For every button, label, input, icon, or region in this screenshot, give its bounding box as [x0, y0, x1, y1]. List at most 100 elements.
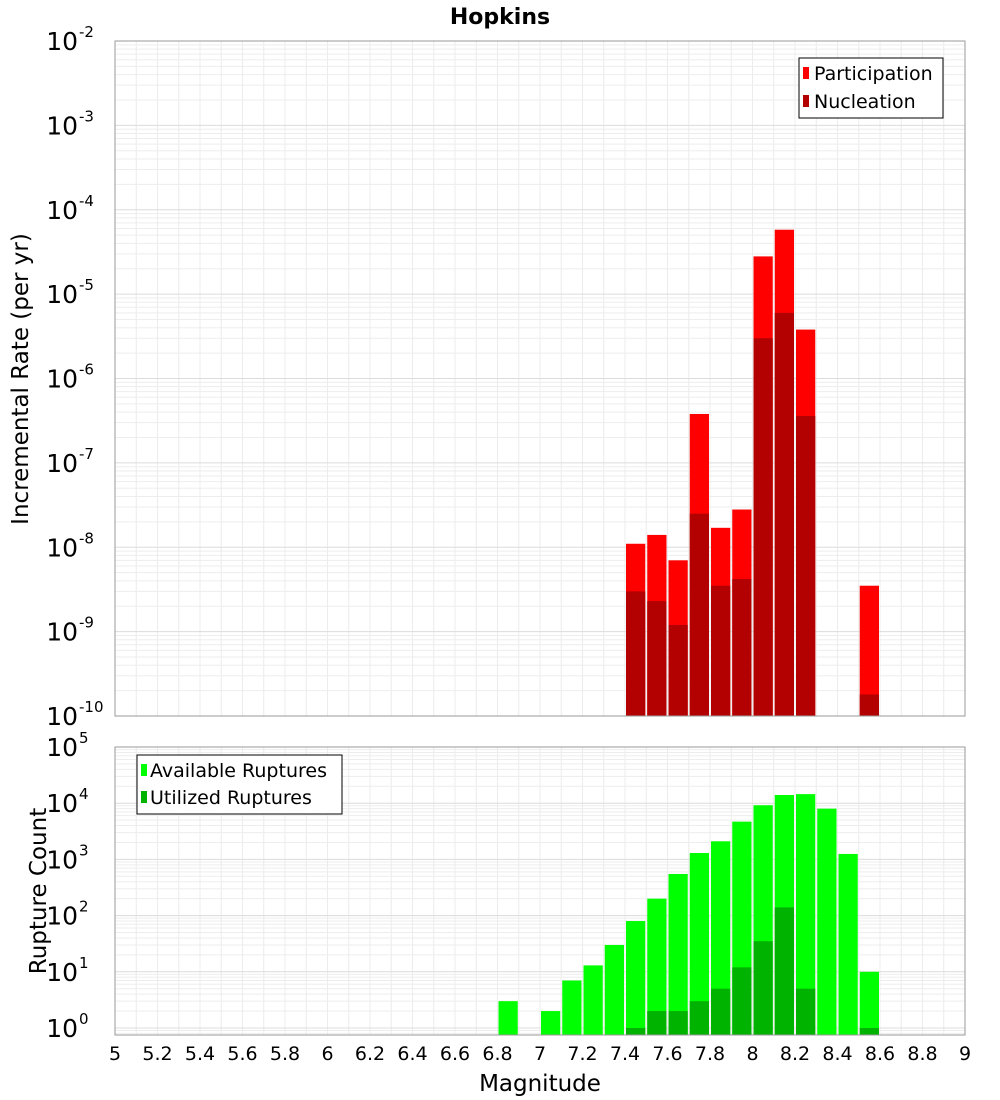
- count-available-ruptures-bar: [859, 971, 879, 1035]
- count-bars: [498, 794, 879, 1035]
- count-y-axis-title: Rupture Count: [26, 808, 52, 974]
- y-tick-label: 10 3: [46, 841, 88, 874]
- x-tick-label: 8.8: [907, 1043, 937, 1065]
- count-available-ruptures-bar: [838, 853, 858, 1035]
- x-tick-label: 5.6: [227, 1043, 257, 1065]
- y-tick-base: 10: [46, 902, 78, 931]
- rate-bars: [626, 229, 879, 717]
- rate-nucleation-bar: [711, 585, 731, 716]
- y-tick-exponent: -3: [79, 107, 94, 125]
- rate-nucleation-bar: [668, 624, 688, 716]
- participation-legend-label: Participation: [814, 63, 933, 85]
- rate-gridlines: [114, 41, 966, 717]
- x-tick-label: 5: [109, 1043, 121, 1065]
- count-utilized-ruptures-bar: [626, 1027, 646, 1035]
- utilized-legend-swatch: [141, 791, 147, 803]
- count-plot-frame: [114, 746, 966, 1036]
- y-tick-exponent: -5: [79, 276, 94, 294]
- y-tick-exponent: 5: [79, 729, 89, 747]
- x-tick-label: 5.2: [142, 1043, 172, 1065]
- y-tick-base: 10: [46, 533, 78, 562]
- x-tick-label: 7.8: [695, 1043, 725, 1065]
- rate-nucleation-bar: [796, 415, 816, 716]
- count-utilized-ruptures-bar: [647, 1011, 667, 1035]
- y-tick-exponent: -6: [79, 361, 94, 379]
- x-tick-label: 5.8: [270, 1043, 300, 1065]
- y-tick-label: 10 2: [46, 898, 88, 931]
- x-tick-label: 7.2: [567, 1043, 597, 1065]
- y-tick-exponent: -7: [79, 445, 94, 463]
- count-available-ruptures-bar: [604, 944, 624, 1035]
- count-available-ruptures-bar: [562, 980, 582, 1035]
- x-tick-label: 5.4: [185, 1043, 215, 1065]
- count-utilized-ruptures-bar: [796, 988, 816, 1035]
- y-tick-base: 10: [46, 733, 78, 762]
- y-tick-base: 10: [46, 845, 78, 874]
- y-tick-exponent: -2: [79, 23, 94, 41]
- y-tick-label: 10 -6: [46, 361, 94, 394]
- x-tick-label: 7: [534, 1043, 546, 1065]
- y-tick-base: 10: [46, 196, 78, 225]
- y-tick-exponent: -4: [79, 192, 94, 210]
- y-tick-base: 10: [46, 618, 78, 647]
- y-tick-exponent: -8: [79, 529, 94, 547]
- nucleation-legend-label: Nucleation: [814, 91, 916, 113]
- y-tick-label: 10 -7: [46, 445, 94, 478]
- rate-nucleation-bar: [859, 694, 879, 716]
- count-available-ruptures-bar: [817, 808, 837, 1035]
- y-tick-exponent: 1: [79, 954, 89, 972]
- x-tick-label: 6.8: [482, 1043, 512, 1065]
- y-tick-label: 10 -3: [46, 107, 94, 140]
- rate-nucleation-bar: [732, 579, 752, 716]
- y-tick-exponent: -9: [79, 614, 94, 632]
- y-tick-label: 10 -5: [46, 276, 94, 309]
- x-tick-label: 6.2: [355, 1043, 385, 1065]
- y-tick-base: 10: [46, 702, 78, 731]
- x-axis-title: Magnitude: [479, 1071, 601, 1097]
- y-tick-base: 10: [46, 111, 78, 140]
- x-tick-label: 8: [746, 1043, 758, 1065]
- rate-y-axis-title: Incremental Rate (per yr): [8, 233, 34, 525]
- count-available-ruptures-bar: [541, 1011, 561, 1035]
- y-tick-label: 10 -4: [46, 192, 94, 225]
- count-legend-box: [136, 754, 343, 815]
- y-tick-label: 10 1: [46, 954, 88, 987]
- available-legend-label: Available Ruptures: [150, 760, 327, 782]
- count-legend: Available Ruptures Utilized Ruptures: [136, 754, 343, 815]
- x-tick-label: 9: [959, 1043, 971, 1065]
- y-tick-exponent: 4: [79, 785, 89, 803]
- rate-nucleation-bar: [626, 591, 646, 716]
- x-tick-label: 8.4: [822, 1043, 852, 1065]
- rate-plot-frame: [114, 40, 966, 717]
- x-tick-label: 6: [321, 1043, 333, 1065]
- count-available-ruptures-bar: [583, 965, 603, 1035]
- x-tick-label: 6.4: [397, 1043, 427, 1065]
- y-tick-base: 10: [46, 280, 78, 309]
- count-utilized-ruptures-bar: [732, 967, 752, 1035]
- y-tick-base: 10: [46, 449, 78, 478]
- count-utilized-ruptures-bar: [753, 941, 773, 1035]
- rate-nucleation-bar: [647, 601, 667, 716]
- count-utilized-ruptures-bar: [668, 1011, 688, 1035]
- x-tick-labels: 5 5.2 5.4 5.6 5.8 6 6.2 6.4 6.6 6.8 7 7.2 7.4 7.6 7.8 8…: [109, 1043, 971, 1065]
- count-available-ruptures-bar: [711, 841, 731, 1035]
- nucleation-legend-swatch: [803, 95, 809, 107]
- y-tick-base: 10: [46, 789, 78, 818]
- chart-title: Hopkins: [450, 5, 550, 30]
- rate-nucleation-bar: [689, 513, 709, 716]
- y-tick-label: 10 5: [46, 729, 88, 762]
- x-tick-label: 8.2: [780, 1043, 810, 1065]
- y-tick-label: 10 -10: [46, 698, 103, 731]
- rate-nucleation-bar: [753, 338, 773, 716]
- x-tick-label: 8.6: [865, 1043, 895, 1065]
- y-tick-base: 10: [46, 365, 78, 394]
- count-utilized-ruptures-bar: [711, 988, 731, 1035]
- count-available-ruptures-bar: [796, 794, 816, 1035]
- rate-legend: Participation Nucleation: [798, 57, 944, 119]
- y-tick-base: 10: [46, 958, 78, 987]
